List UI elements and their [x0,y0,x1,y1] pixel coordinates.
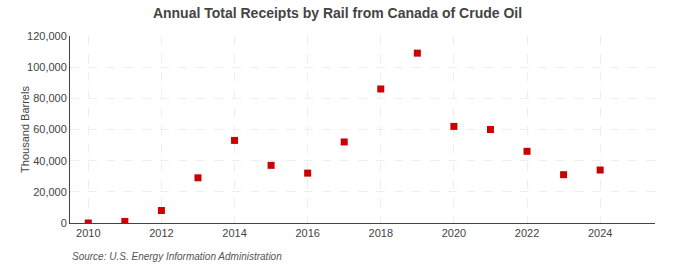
svg-text:40,000: 40,000 [33,155,67,167]
svg-text:2010: 2010 [76,227,100,239]
svg-text:Thousand Barrels: Thousand Barrels [19,86,31,173]
svg-text:2018: 2018 [369,227,393,239]
svg-text:120,000: 120,000 [27,30,67,42]
svg-text:2012: 2012 [149,227,173,239]
svg-text:80,000: 80,000 [33,92,67,104]
svg-text:100,000: 100,000 [27,61,67,73]
svg-text:2014: 2014 [222,227,246,239]
svg-text:2020: 2020 [442,227,466,239]
svg-text:0: 0 [61,217,67,229]
svg-text:2024: 2024 [588,227,612,239]
svg-text:2016: 2016 [295,227,319,239]
svg-text:Annual Total Receipts by Rail: Annual Total Receipts by Rail from Canad… [153,5,522,21]
svg-text:Source: U.S. Energy Informatio: Source: U.S. Energy Information Administ… [72,251,282,262]
svg-text:2022: 2022 [515,227,539,239]
svg-text:20,000: 20,000 [33,186,67,198]
svg-text:60,000: 60,000 [33,123,67,135]
